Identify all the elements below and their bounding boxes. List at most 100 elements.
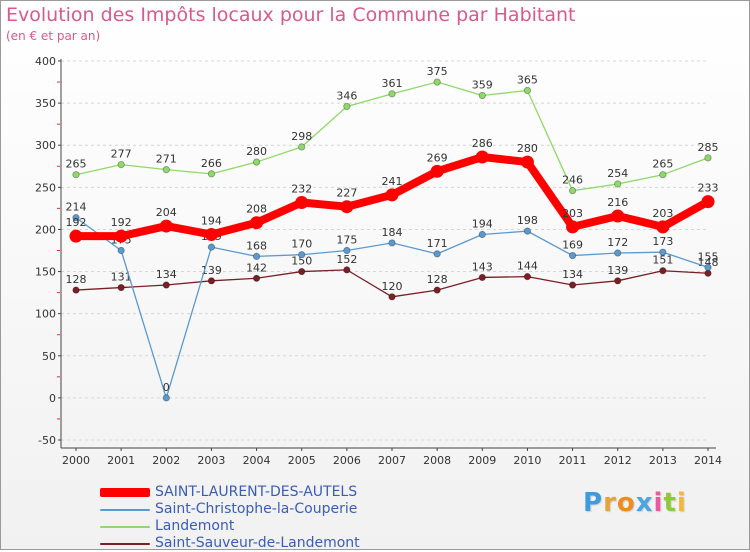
brand-letter: o [616, 488, 636, 518]
data-label: 286 [472, 137, 493, 150]
chart-subtitle: (en € et par an) [6, 29, 101, 43]
data-point [430, 164, 444, 178]
data-label: 298 [291, 130, 312, 143]
data-label: 271 [156, 153, 177, 166]
data-label: 216 [607, 196, 628, 209]
legend-swatch [100, 543, 150, 545]
x-tick-label: 2003 [197, 454, 225, 467]
data-label: 144 [517, 260, 538, 273]
data-point [343, 102, 351, 111]
x-tick-label: 2014 [694, 454, 722, 467]
data-point [72, 171, 80, 179]
data-point [566, 220, 580, 234]
data-label: 277 [111, 148, 132, 161]
data-point [568, 281, 577, 289]
data-label: 192 [111, 216, 132, 229]
legend-label: Saint-Christophe-la-Couperie [155, 501, 358, 517]
data-point [252, 158, 261, 166]
y-tick-label: 100 [35, 308, 56, 321]
data-point [388, 293, 396, 301]
legend-swatch [100, 488, 150, 497]
data-point [614, 249, 622, 257]
data-point [117, 246, 125, 255]
data-point [385, 188, 399, 202]
x-tick-label: 2000 [62, 454, 90, 467]
data-label: 254 [607, 167, 628, 180]
data-label: 208 [246, 203, 267, 216]
data-point [252, 274, 261, 282]
data-label: 128 [66, 273, 87, 286]
data-point [388, 90, 396, 98]
legend-swatch [100, 509, 150, 511]
data-label: 194 [201, 214, 222, 227]
data-point [117, 160, 125, 169]
data-point [478, 230, 486, 239]
data-point [298, 251, 306, 259]
data-label: 232 [291, 182, 312, 195]
x-tick-label: 2012 [604, 454, 632, 467]
data-point [250, 216, 264, 230]
data-label: 172 [607, 236, 628, 249]
legend-swatch [100, 526, 150, 528]
data-label: 280 [517, 142, 538, 155]
data-point [162, 394, 170, 402]
brand-letter: P [583, 488, 604, 518]
data-label: 139 [607, 264, 628, 277]
brand-letter: i [653, 488, 664, 518]
data-label: 134 [156, 268, 177, 281]
x-tick-label: 2013 [649, 454, 677, 467]
data-point [69, 229, 83, 243]
data-point [611, 209, 625, 223]
data-point [520, 155, 534, 169]
data-label: 233 [698, 182, 719, 195]
data-point [162, 166, 170, 174]
data-point [433, 250, 441, 258]
y-tick-label: 150 [35, 266, 56, 279]
data-label: 214 [66, 201, 87, 214]
brand-letter: t [663, 488, 677, 518]
legend-item: Saint-Christophe-la-Couperie [100, 501, 480, 518]
data-label: 175 [336, 234, 357, 247]
legend-item: Saint-Sauveur-de-Landemont [100, 535, 480, 552]
data-point [701, 195, 715, 209]
data-point [656, 220, 670, 234]
data-label: 194 [472, 217, 493, 230]
x-tick-label: 2001 [107, 454, 135, 467]
x-tick-label: 2002 [152, 454, 180, 467]
y-tick-label: 0 [49, 392, 56, 405]
x-tick-label: 2007 [378, 454, 406, 467]
chart-legend: SAINT-LAURENT-DES-AUTELS Saint-Christophe… [100, 484, 480, 552]
brand-logo: Proxiti [583, 488, 687, 518]
y-tick-label: 350 [35, 97, 56, 110]
data-point [298, 267, 306, 276]
data-point [523, 227, 532, 235]
data-label: 151 [652, 254, 673, 267]
legend-item: SAINT-LAURENT-DES-AUTELS [100, 484, 480, 501]
x-tick-label: 2008 [423, 454, 451, 467]
data-point [207, 277, 216, 285]
data-point [117, 283, 125, 292]
brand-letter: x [635, 488, 654, 518]
data-point [704, 154, 712, 162]
data-point [204, 227, 218, 241]
data-label: 173 [652, 235, 673, 248]
brand-letter: r [603, 488, 617, 518]
data-label: 168 [246, 239, 267, 252]
data-point [704, 269, 712, 277]
data-label: 155 [698, 250, 719, 263]
data-label: 128 [427, 273, 448, 286]
data-point [433, 286, 441, 294]
x-tick-label: 2005 [288, 454, 316, 467]
data-point [659, 171, 667, 179]
data-label: 169 [562, 239, 583, 252]
data-point [298, 143, 306, 151]
data-label: 204 [156, 206, 177, 219]
data-label: 203 [562, 207, 583, 220]
data-point [72, 286, 80, 294]
data-label: 241 [382, 175, 403, 188]
data-label: 192 [66, 216, 87, 229]
data-point [704, 263, 712, 271]
data-label: 269 [427, 151, 448, 164]
data-point [614, 180, 622, 188]
